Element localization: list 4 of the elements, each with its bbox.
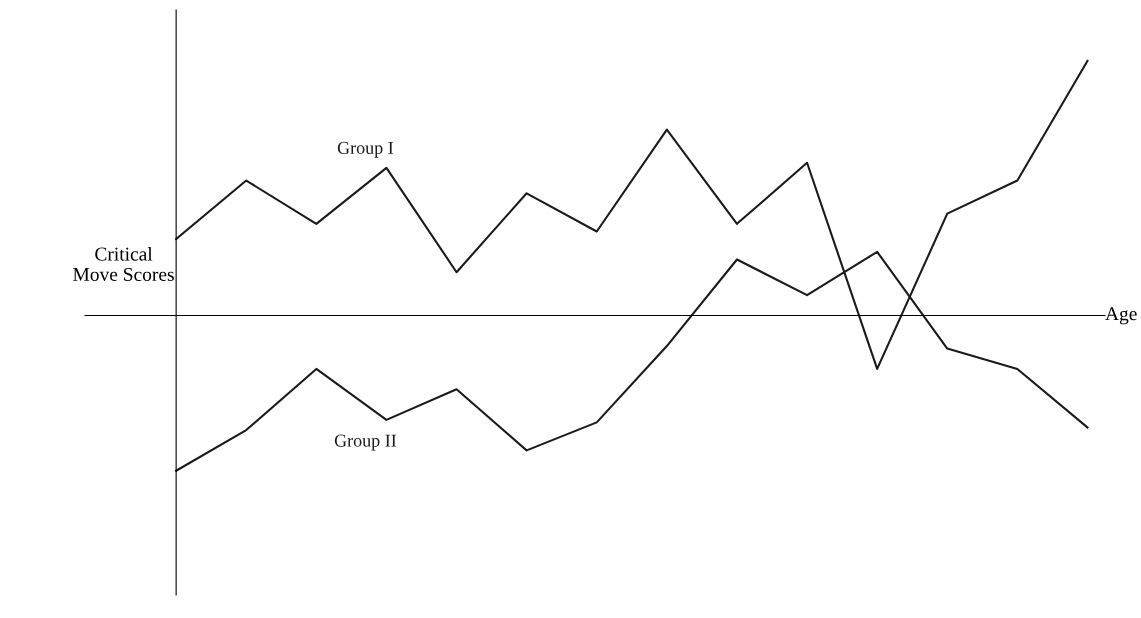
series-label: Group I [337, 141, 394, 158]
y-axis-title: Critical Move Scores [73, 246, 174, 281]
x-axis-title: Age [1105, 307, 1137, 325]
series-label: Group II [334, 434, 397, 451]
